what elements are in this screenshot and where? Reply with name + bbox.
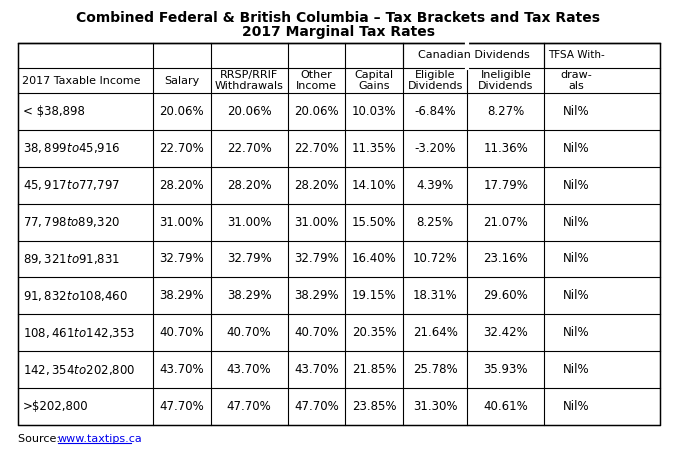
Text: 16.40%: 16.40%	[352, 253, 397, 266]
Text: Nil%: Nil%	[563, 289, 590, 303]
Text: 47.70%: 47.70%	[294, 400, 339, 413]
Text: 10.72%: 10.72%	[413, 253, 458, 266]
Text: 20.35%: 20.35%	[352, 326, 397, 339]
Text: 23.85%: 23.85%	[352, 400, 397, 413]
Text: 8.25%: 8.25%	[416, 216, 454, 228]
Text: 11.36%: 11.36%	[483, 142, 529, 155]
Text: 35.93%: 35.93%	[483, 363, 528, 376]
Bar	[18, 43, 660, 425]
Text: 43.70%: 43.70%	[160, 363, 204, 376]
Text: 40.70%: 40.70%	[294, 326, 339, 339]
Text: 21.64%: 21.64%	[413, 326, 458, 339]
Text: RRSP/RRIF
Withdrawals: RRSP/RRIF Withdrawals	[215, 70, 283, 91]
Text: TFSA With-: TFSA With-	[548, 51, 605, 61]
Text: Source:: Source:	[18, 434, 64, 444]
Text: -3.20%: -3.20%	[414, 142, 456, 155]
Text: 43.70%: 43.70%	[294, 363, 339, 376]
Text: Canadian Dividends: Canadian Dividends	[418, 51, 530, 61]
Text: Nil%: Nil%	[563, 105, 590, 118]
Text: Nil%: Nil%	[563, 142, 590, 155]
Text: 21.07%: 21.07%	[483, 216, 529, 228]
Text: -6.84%: -6.84%	[414, 105, 456, 118]
Text: 22.70%: 22.70%	[226, 142, 272, 155]
Text: 47.70%: 47.70%	[226, 400, 272, 413]
Text: 23.16%: 23.16%	[483, 253, 529, 266]
Text: 32.79%: 32.79%	[294, 253, 339, 266]
Text: 17.79%: 17.79%	[483, 179, 529, 192]
Text: www.taxtips.ca: www.taxtips.ca	[58, 434, 143, 444]
Text: 38.29%: 38.29%	[294, 289, 339, 303]
Text: >$202,800: >$202,800	[23, 400, 89, 413]
Text: 38.29%: 38.29%	[160, 289, 204, 303]
Text: 2017 Marginal Tax Rates: 2017 Marginal Tax Rates	[241, 25, 435, 39]
Text: 31.30%: 31.30%	[413, 400, 458, 413]
Text: Eligible
Dividends: Eligible Dividends	[408, 70, 463, 91]
Text: 31.00%: 31.00%	[160, 216, 204, 228]
Text: 21.85%: 21.85%	[352, 363, 397, 376]
Text: Nil%: Nil%	[563, 253, 590, 266]
Text: 28.20%: 28.20%	[294, 179, 339, 192]
Text: 20.06%: 20.06%	[227, 105, 272, 118]
Text: 40.61%: 40.61%	[483, 400, 529, 413]
Text: 32.79%: 32.79%	[226, 253, 272, 266]
Text: 40.70%: 40.70%	[227, 326, 272, 339]
Text: $77,798 to $89,320: $77,798 to $89,320	[23, 215, 120, 229]
Text: Ineligible
Dividends: Ineligible Dividends	[478, 70, 533, 91]
Text: 11.35%: 11.35%	[352, 142, 397, 155]
Text: 8.27%: 8.27%	[487, 105, 525, 118]
Text: 25.78%: 25.78%	[413, 363, 458, 376]
Text: $91,832 to $108,460: $91,832 to $108,460	[23, 289, 128, 303]
Text: 31.00%: 31.00%	[227, 216, 271, 228]
Text: Nil%: Nil%	[563, 179, 590, 192]
Text: Other
Income: Other Income	[296, 70, 337, 91]
Text: 10.03%: 10.03%	[352, 105, 397, 118]
Text: Capital
Gains: Capital Gains	[355, 70, 394, 91]
Text: 40.70%: 40.70%	[160, 326, 204, 339]
Text: 2017 Taxable Income: 2017 Taxable Income	[22, 76, 141, 86]
Text: 19.15%: 19.15%	[352, 289, 397, 303]
Text: $108,461 to $142,353: $108,461 to $142,353	[23, 326, 135, 340]
Text: $45,917 to $77,797: $45,917 to $77,797	[23, 178, 120, 192]
Text: 14.10%: 14.10%	[352, 179, 397, 192]
Text: 22.70%: 22.70%	[160, 142, 204, 155]
Text: 28.20%: 28.20%	[227, 179, 272, 192]
Text: 22.70%: 22.70%	[294, 142, 339, 155]
Text: 20.06%: 20.06%	[160, 105, 204, 118]
Text: draw-
als: draw- als	[560, 70, 592, 91]
Text: Combined Federal & British Columbia – Tax Brackets and Tax Rates: Combined Federal & British Columbia – Ta…	[76, 11, 600, 25]
Text: 18.31%: 18.31%	[413, 289, 458, 303]
Text: Nil%: Nil%	[563, 363, 590, 376]
Text: 28.20%: 28.20%	[160, 179, 204, 192]
Text: Nil%: Nil%	[563, 400, 590, 413]
Text: 32.42%: 32.42%	[483, 326, 529, 339]
Text: Salary: Salary	[164, 76, 199, 86]
Text: $142,354 to $202,800: $142,354 to $202,800	[23, 363, 135, 377]
Text: $38,899 to $45,916: $38,899 to $45,916	[23, 142, 120, 155]
Text: 32.79%: 32.79%	[160, 253, 204, 266]
Text: 47.70%: 47.70%	[160, 400, 204, 413]
Text: 15.50%: 15.50%	[352, 216, 397, 228]
Text: 38.29%: 38.29%	[227, 289, 272, 303]
Text: $89,321 to $91,831: $89,321 to $91,831	[23, 252, 120, 266]
Text: 31.00%: 31.00%	[294, 216, 339, 228]
Text: Nil%: Nil%	[563, 326, 590, 339]
Text: 43.70%: 43.70%	[227, 363, 272, 376]
Text: 4.39%: 4.39%	[416, 179, 454, 192]
Text: 29.60%: 29.60%	[483, 289, 529, 303]
Text: Nil%: Nil%	[563, 216, 590, 228]
Text: 20.06%: 20.06%	[294, 105, 339, 118]
Text: < $38,898: < $38,898	[23, 105, 85, 118]
